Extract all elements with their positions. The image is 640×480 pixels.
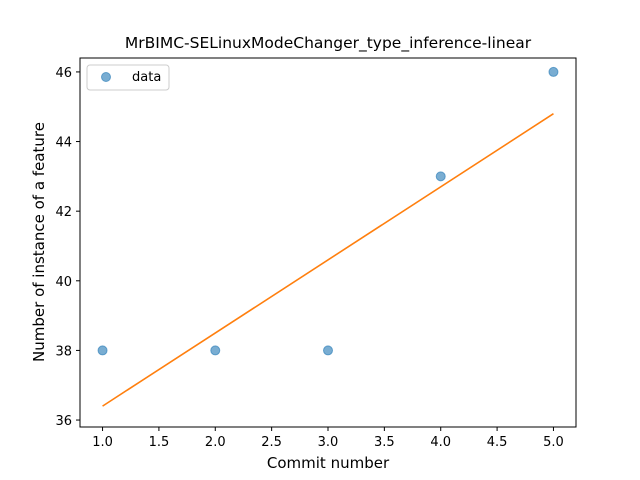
- y-axis: 36 38 40 42 44 46: [55, 66, 80, 429]
- y-tick-label: 40: [55, 275, 72, 290]
- y-tick-label: 38: [55, 344, 72, 359]
- x-tick-label: 4.5: [487, 435, 508, 450]
- y-tick-label: 42: [55, 205, 72, 220]
- legend-label: data: [132, 70, 161, 85]
- x-tick-label: 2.0: [205, 435, 226, 450]
- data-point: [548, 66, 559, 77]
- y-tick-label: 46: [55, 66, 72, 81]
- x-tick-label: 2.5: [261, 435, 282, 450]
- y-axis-label: Number of instance of a feature: [30, 122, 48, 362]
- data-point: [97, 345, 108, 356]
- data-point: [435, 171, 446, 182]
- data-point: [210, 345, 221, 356]
- x-tick-label: 1.0: [92, 435, 113, 450]
- x-tick-label: 1.5: [149, 435, 170, 450]
- x-tick-label: 5.0: [543, 435, 564, 450]
- legend: data: [86, 64, 170, 91]
- x-tick-label: 3.5: [374, 435, 395, 450]
- legend-marker: [101, 72, 111, 82]
- plot-area: [97, 66, 559, 407]
- y-tick-label: 36: [55, 414, 72, 429]
- x-axis: 1.0 1.5 2.0 2.5 3.0 3.5 4.0 4.5 5.0: [92, 427, 564, 450]
- x-tick-label: 3.0: [318, 435, 339, 450]
- chart-title: MrBIMC-SELinuxModeChanger_type_inference…: [125, 34, 532, 53]
- x-axis-label: Commit number: [267, 454, 390, 472]
- y-tick-label: 44: [55, 136, 72, 151]
- legend-box: [86, 64, 170, 91]
- x-tick-label: 4.0: [430, 435, 451, 450]
- data-point: [323, 345, 333, 356]
- fit-line: [102, 113, 554, 407]
